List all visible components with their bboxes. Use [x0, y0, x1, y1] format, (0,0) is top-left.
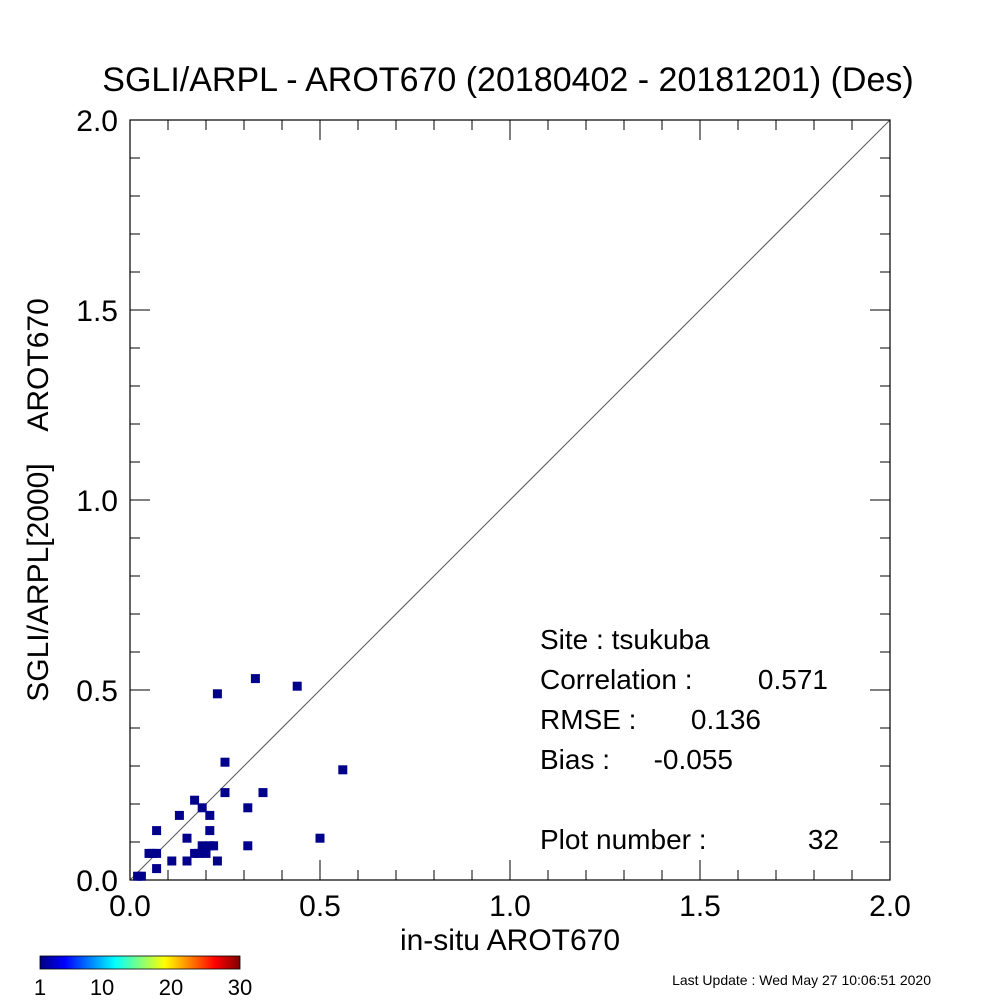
data-point [193, 848, 203, 858]
bias-value: -0.055 [654, 744, 733, 775]
data-point [250, 674, 260, 684]
x-tick-label: 2.0 [869, 890, 911, 923]
correlation-value: 0.571 [758, 664, 828, 695]
data-point [258, 788, 268, 798]
colorbar-tick-label: 20 [159, 975, 183, 1000]
stats-box: Site : tsukuba Correlation : 0.571 RMSE … [540, 624, 839, 855]
data-point [212, 856, 222, 866]
y-axis-label: SGLI/ARPL[2000] AROT670 [22, 298, 55, 702]
data-point [243, 841, 253, 851]
last-update: Last Update : Wed May 27 10:06:51 2020 [672, 972, 931, 988]
plot-number-value: 32 [808, 824, 839, 855]
data-point [315, 833, 325, 843]
y-tick-labels: 0.0 0.5 1.0 1.5 2.0 [76, 105, 118, 898]
correlation-label: Correlation : [540, 664, 693, 695]
colorbar-tick-label: 1 [34, 975, 46, 1000]
data-point [190, 795, 200, 805]
axis-ticks [129, 119, 891, 881]
rmse-label: RMSE : [540, 704, 636, 735]
plot-area: 0.0 0.5 1.0 1.5 2.0 0.0 0.5 1.0 1.5 2.0 [76, 105, 911, 923]
data-point [152, 848, 162, 858]
data-point [197, 841, 207, 851]
data-point [209, 841, 219, 851]
colorbar-gradient [39, 955, 241, 970]
plot-number-label: Plot number : [540, 824, 707, 855]
data-point [152, 826, 162, 836]
y-tick-label: 0.5 [76, 675, 118, 708]
y-tick-label: 0.0 [76, 865, 118, 898]
x-tick-label: 1.5 [679, 890, 721, 923]
y-tick-label: 1.5 [76, 295, 118, 328]
colorbar-tick-labels: 1 10 20 30 [34, 975, 252, 1000]
x-tick-label: 1.0 [489, 890, 531, 923]
y-tick-label: 2.0 [76, 105, 118, 138]
bias-label: Bias : [540, 744, 610, 775]
colorbar: 1 10 20 30 [34, 955, 252, 1000]
data-point [201, 848, 211, 858]
data-point [205, 826, 215, 836]
data-point [243, 803, 253, 813]
x-axis-label: in-situ AROT670 [400, 924, 620, 957]
data-point [174, 810, 184, 820]
data-point [167, 856, 177, 866]
data-point [182, 833, 192, 843]
data-point [205, 810, 215, 820]
data-point [292, 681, 302, 691]
data-point [197, 803, 207, 813]
data-point [220, 788, 230, 798]
colorbar-tick-label: 10 [90, 975, 114, 1000]
data-point [212, 689, 222, 699]
rmse-value: 0.136 [691, 704, 761, 735]
data-point [338, 765, 348, 775]
data-points [133, 674, 348, 881]
one-to-one-line [129, 119, 891, 881]
y-tick-label: 1.0 [76, 485, 118, 518]
data-point [220, 757, 230, 767]
data-point [182, 856, 192, 866]
x-tick-label: 0.5 [299, 890, 341, 923]
x-tick-labels: 0.0 0.5 1.0 1.5 2.0 [109, 890, 911, 923]
site-label: Site : tsukuba [540, 624, 710, 655]
chart-title: SGLI/ARPL - AROT670 (20180402 - 20181201… [102, 61, 913, 99]
data-point [136, 871, 146, 881]
x-tick-label: 0.0 [109, 890, 151, 923]
data-point [152, 864, 162, 874]
colorbar-tick-label: 30 [228, 975, 252, 1000]
